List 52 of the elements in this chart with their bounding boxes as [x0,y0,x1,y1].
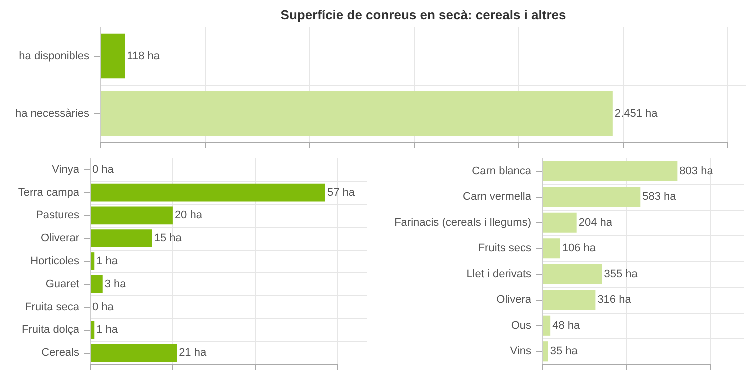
y-tick-label: Guaret [46,278,80,290]
y-tick-label: Pastures [36,210,80,222]
data-label: 1 ha [96,324,119,336]
data-label: 583 ha [642,191,678,204]
data-label: 106 ha [562,242,597,255]
data-label: 1 ha [96,256,119,268]
y-tick-label: Vinya [52,164,80,176]
data-label: 21 ha [179,347,208,360]
bar [90,344,178,362]
y-tick-label: ha disponibles [19,50,90,62]
y-tick-label: Oliverar [40,232,80,245]
y-tick-label: Fruita dolça [22,324,80,336]
y-tick-label: Fruita seca [25,301,80,314]
bar [90,230,152,248]
data-label: 355 ha [604,268,639,280]
data-label: 118 ha [127,50,161,62]
bar [542,187,641,208]
chart-title: Superfície de conreus en secà: cereals i altres [280,8,566,22]
y-tick-label: Cereals [42,347,80,360]
data-label: 35 ha [550,346,579,358]
data-label: 316 ha [598,294,632,306]
bar [542,316,551,336]
data-label: 2.451 ha [614,108,659,120]
y-tick-label: Farinacis (cereals i llegums) [394,216,532,229]
data-label: 3 ha [104,278,128,290]
bar [542,264,602,284]
y-tick-label: ha necessàries [16,108,90,120]
y-tick-label: Vins [510,346,532,358]
data-label: 204 ha [578,216,614,229]
y-tick-label: Ous [511,320,532,332]
y-tick-label: Fruits secs [478,242,532,255]
y-tick-label: Horticoles [30,256,80,268]
data-label: 0 ha [92,301,115,314]
data-label: 15 ha [154,232,183,245]
bar [90,206,173,225]
data-label: 48 ha [552,320,581,332]
y-tick-label: Carn vermella [463,191,532,204]
y-tick-label: Olivera [496,294,532,306]
bar [542,161,678,182]
bar [542,212,577,233]
data-label: 803 ha [680,165,714,178]
bar [542,342,548,362]
bar [90,275,103,294]
data-label: 20 ha [174,210,204,222]
y-tick-label: Carn blanca [472,165,532,178]
bar [90,184,326,202]
y-tick-label: Terra campa [18,186,80,199]
y-tick-label: Llet i derivats [466,268,532,280]
bar [542,290,596,310]
bar [542,238,560,259]
data-label: 57 ha [327,186,356,199]
data-label: 0 ha [92,164,115,176]
